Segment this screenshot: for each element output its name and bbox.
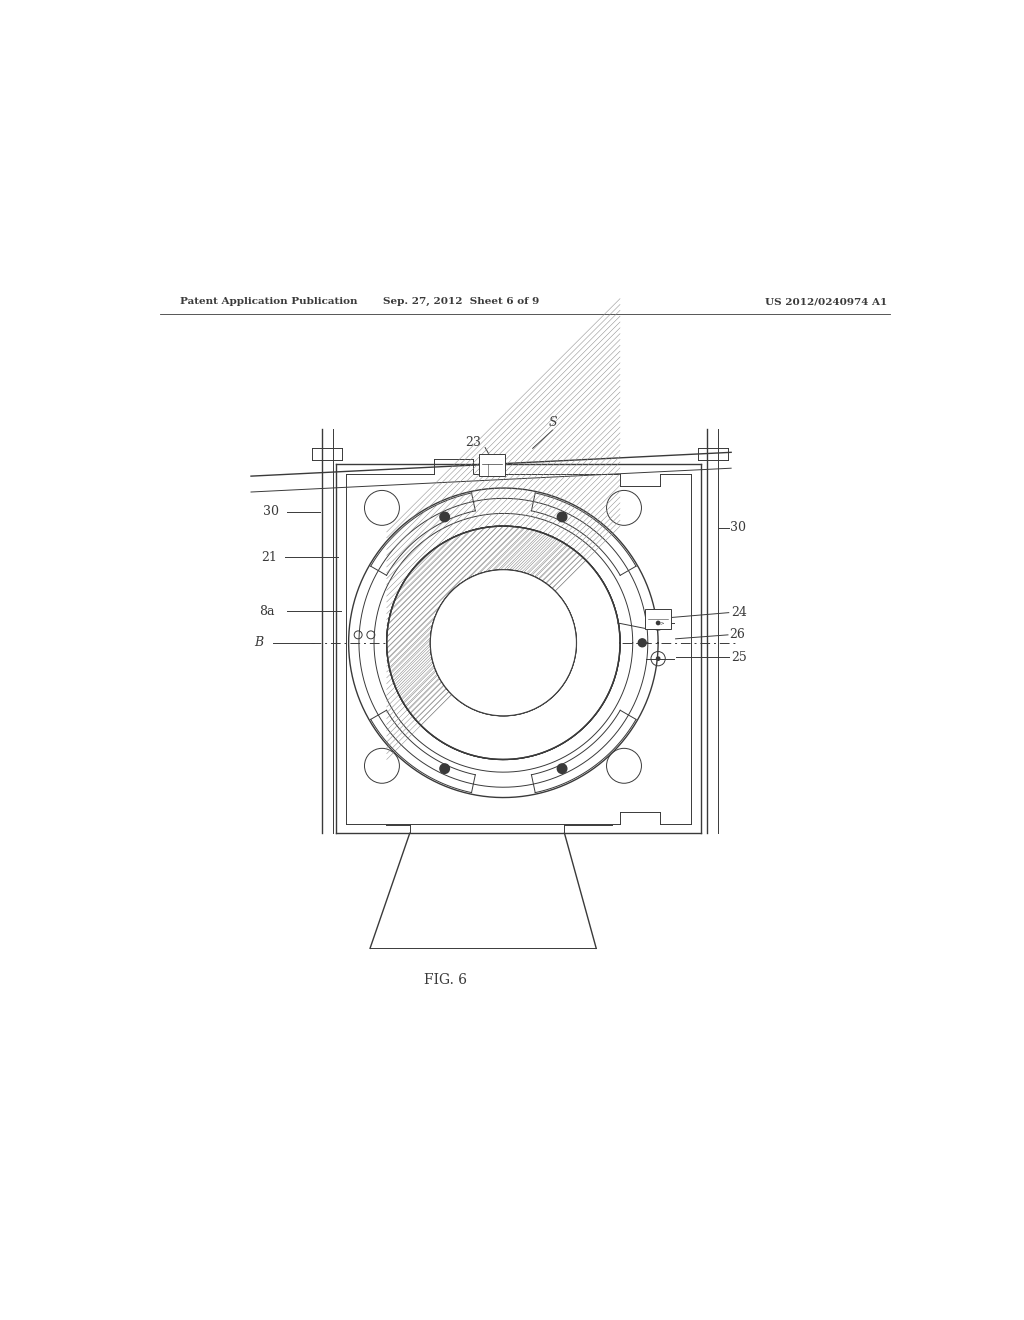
Text: US 2012/0240974 A1: US 2012/0240974 A1 (765, 297, 888, 306)
Circle shape (557, 512, 567, 521)
Circle shape (430, 570, 577, 715)
Circle shape (638, 639, 646, 647)
Bar (479, 454, 505, 477)
Text: >: > (659, 620, 665, 626)
Text: 21: 21 (261, 550, 278, 564)
Text: 24: 24 (731, 606, 748, 619)
Circle shape (430, 570, 577, 715)
Circle shape (440, 512, 450, 521)
Circle shape (655, 620, 660, 626)
Text: 23: 23 (465, 437, 481, 449)
Circle shape (387, 527, 620, 759)
Text: 30: 30 (263, 506, 279, 519)
Text: 25: 25 (731, 651, 746, 664)
Text: Sep. 27, 2012  Sheet 6 of 9: Sep. 27, 2012 Sheet 6 of 9 (383, 297, 540, 306)
Text: 26: 26 (729, 628, 745, 642)
Text: 30: 30 (729, 521, 745, 535)
PathPatch shape (387, 527, 620, 759)
Circle shape (557, 764, 567, 774)
Text: B: B (254, 636, 263, 649)
Text: 8a: 8a (259, 605, 274, 618)
Circle shape (440, 764, 450, 774)
Text: Patent Application Publication: Patent Application Publication (179, 297, 357, 306)
Text: FIG. 6: FIG. 6 (424, 973, 467, 987)
Text: S: S (548, 416, 557, 429)
Circle shape (655, 656, 660, 661)
Bar (645, 609, 671, 628)
